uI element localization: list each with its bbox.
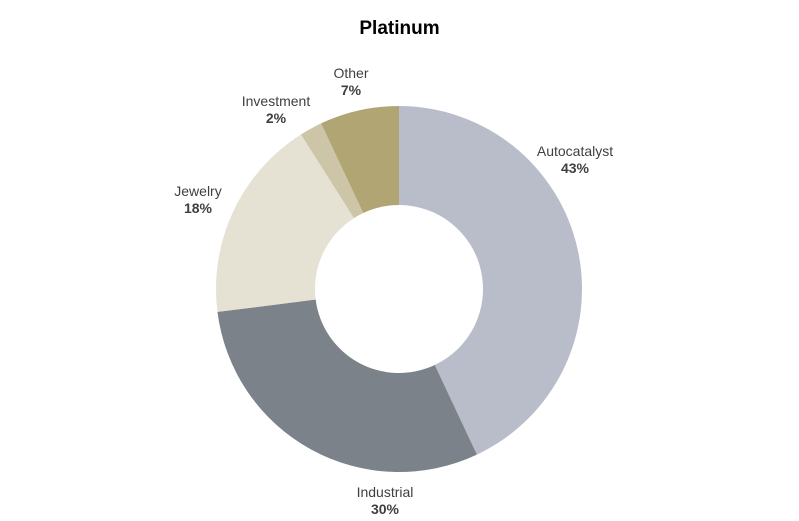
category-label: Other [333, 65, 369, 81]
percent-label: 7% [340, 82, 362, 98]
slice-industrial [217, 299, 477, 472]
data-label-other: Other 7% [333, 65, 368, 99]
slice-other [321, 106, 399, 213]
percent-label: 30% [370, 501, 400, 517]
data-label-investment: Investment 2% [242, 93, 310, 127]
percent-label: 2% [265, 110, 287, 126]
slice-investment [300, 123, 364, 219]
data-label-autocatalyst: Autocatalyst 43% [537, 143, 613, 177]
data-label-jewelry: Jewelry 18% [174, 183, 221, 217]
category-label: Industrial [356, 484, 414, 500]
percent-label: 43% [560, 160, 590, 176]
category-label: Investment [241, 93, 311, 109]
category-label: Autocatalyst [536, 143, 614, 159]
percent-label: 18% [183, 200, 213, 216]
chart-title: Platinum [359, 18, 440, 39]
slice-autocatalyst [399, 106, 582, 455]
slice-jewelry [216, 134, 354, 312]
data-label-industrial: Industrial 30% [357, 484, 414, 518]
category-label: Jewelry [174, 183, 222, 199]
